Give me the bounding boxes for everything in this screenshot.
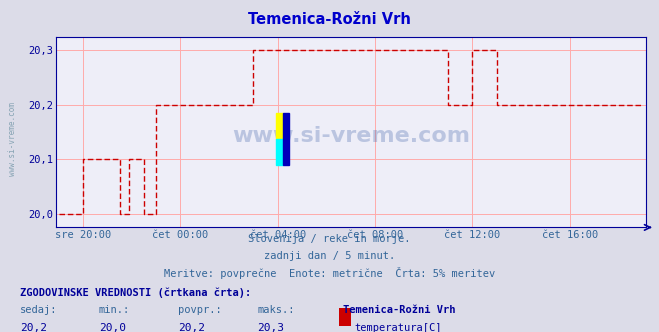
Bar (276, 139, 283, 165)
Bar (276, 113, 283, 139)
Text: sedaj:: sedaj: (20, 305, 57, 315)
Text: 20,3: 20,3 (257, 323, 284, 332)
Text: 20,2: 20,2 (20, 323, 47, 332)
Text: min.:: min.: (99, 305, 130, 315)
Text: temperatura[C]: temperatura[C] (355, 323, 442, 332)
Text: Temenica-Rožni Vrh: Temenica-Rožni Vrh (343, 305, 455, 315)
Text: www.si-vreme.com: www.si-vreme.com (232, 126, 470, 146)
Text: zadnji dan / 5 minut.: zadnji dan / 5 minut. (264, 251, 395, 261)
Text: ZGODOVINSKE VREDNOSTI (črtkana črta):: ZGODOVINSKE VREDNOSTI (črtkana črta): (20, 287, 251, 298)
Text: Slovenija / reke in morje.: Slovenija / reke in morje. (248, 234, 411, 244)
Text: maks.:: maks.: (257, 305, 295, 315)
Text: Temenica-Rožni Vrh: Temenica-Rožni Vrh (248, 12, 411, 27)
Text: www.si-vreme.com: www.si-vreme.com (8, 103, 17, 176)
Text: 20,2: 20,2 (178, 323, 205, 332)
Bar (283, 113, 289, 165)
Text: povpr.:: povpr.: (178, 305, 221, 315)
Text: Meritve: povprečne  Enote: metrične  Črta: 5% meritev: Meritve: povprečne Enote: metrične Črta:… (164, 267, 495, 279)
Text: 20,0: 20,0 (99, 323, 126, 332)
